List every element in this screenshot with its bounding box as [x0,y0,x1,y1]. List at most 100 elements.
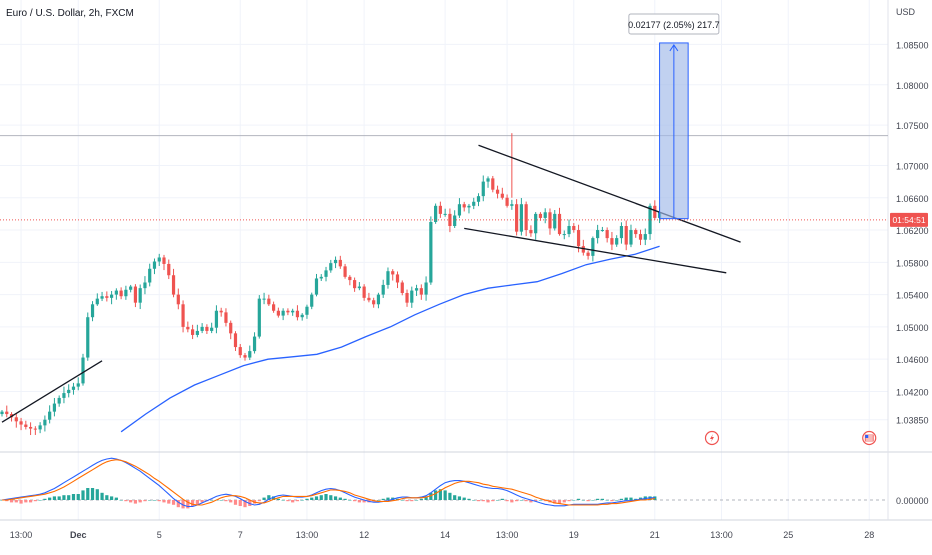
candle-body [648,205,652,235]
indicator-histogram-bar [472,500,476,501]
time-tick-label: 21 [650,530,660,540]
candle-body [291,310,295,313]
price-tick-label: 1.08000 [896,81,929,91]
trendline-lower-wedge[interactable] [464,227,727,274]
indicator-histogram-bar [129,500,133,503]
indicator-histogram-bar [333,496,338,500]
candle-body [457,204,462,216]
price-tick-label: 1.05000 [896,323,929,333]
indicator-histogram-bar [586,500,590,502]
indicator-histogram-bar [576,498,581,500]
indicator-histogram-bar [295,500,300,502]
indicator-histogram-bar [191,500,195,506]
candle-body [481,181,485,197]
candle-body [467,205,471,208]
candle-body [286,310,290,313]
candle-body [57,397,61,404]
candle-body [553,213,557,229]
indicator-histogram-bar [167,500,171,504]
candle-body [572,226,576,231]
indicator-histogram-bar [257,500,261,502]
indicator-histogram-bar [381,498,385,500]
candle-body [472,201,476,206]
candle-body [267,298,271,305]
indicator-histogram-bar [86,488,90,500]
candle-body [219,310,223,313]
indicator-histogram-bar [67,495,71,500]
indicator-histogram-bar [329,495,333,500]
candle-body [319,276,323,279]
indicator-histogram-bar [629,497,633,500]
indicator-histogram-bar [62,495,66,500]
indicator-histogram-bar [148,500,152,501]
indicator-histogram-bar [410,500,414,502]
candle-body [171,275,176,295]
indicator-histogram-bar [314,496,319,500]
indicator-histogram-bar [48,497,52,500]
projection-label-box [628,13,720,35]
candle-body [124,289,128,297]
candle-body [605,230,609,239]
candle-body [67,389,71,394]
candle-body [624,226,628,245]
candle-body [76,383,80,387]
time-tick-label: 28 [864,530,874,540]
trendline-early-trend[interactable] [1,360,103,423]
indicator-histogram-bar [276,498,280,500]
indicator-histogram-bar [624,497,628,500]
candle-body [419,288,423,295]
candle-body [453,215,457,226]
indicator-histogram-bar [362,500,366,503]
candle-body [643,234,647,240]
candle-body [557,213,562,235]
candle-body [567,226,571,235]
candle-body [28,426,33,429]
candle-body [534,213,538,234]
candle-body [519,204,523,232]
candle-body [129,286,133,290]
candle-body [500,193,504,198]
indicator-histogram-bar [438,489,442,500]
indicator-histogram-bar [634,498,638,500]
candle-body [586,252,590,256]
indicator-histogram-bar [157,500,161,502]
candle-body [429,221,433,283]
indicator-histogram-bar [505,500,509,502]
indicator-histogram-bar [262,497,266,500]
candle-body [272,304,276,311]
price-tick-label: 1.06200 [896,226,929,236]
indicator-histogram-bar [495,500,500,501]
price-tick-label: 1.08500 [896,40,929,50]
candle-body [176,294,180,305]
indicator-histogram-bar [500,498,504,500]
candle-body [638,234,643,240]
candle-body [305,306,309,315]
trendline-upper-wedge[interactable] [478,144,741,243]
indicator-histogram-bar [524,500,528,502]
candle-body [138,288,142,303]
candle-body [152,261,157,269]
candle-body [214,310,219,328]
candle-body [62,393,66,398]
indicator-histogram-bar [119,500,123,501]
candle-body [90,304,95,318]
indicator-histogram-bar [243,500,247,508]
candle-body [95,298,99,305]
candle-body [338,259,342,267]
candle-body [229,322,233,334]
candle-body [5,411,9,415]
indicator-histogram-bar [286,500,290,502]
candle-body [629,230,633,245]
time-tick-label: 25 [783,530,793,540]
price-tick-label: 1.07500 [896,121,929,131]
time-tick-label: 7 [238,530,243,540]
candle-body [300,314,304,318]
candle-body [576,230,581,247]
indicator-histogram-bar [376,500,381,501]
macd-line [1,457,655,508]
indicator-histogram-bar [572,500,576,501]
indicator-histogram-bar [324,494,328,500]
indicator-histogram-bar [133,500,138,504]
